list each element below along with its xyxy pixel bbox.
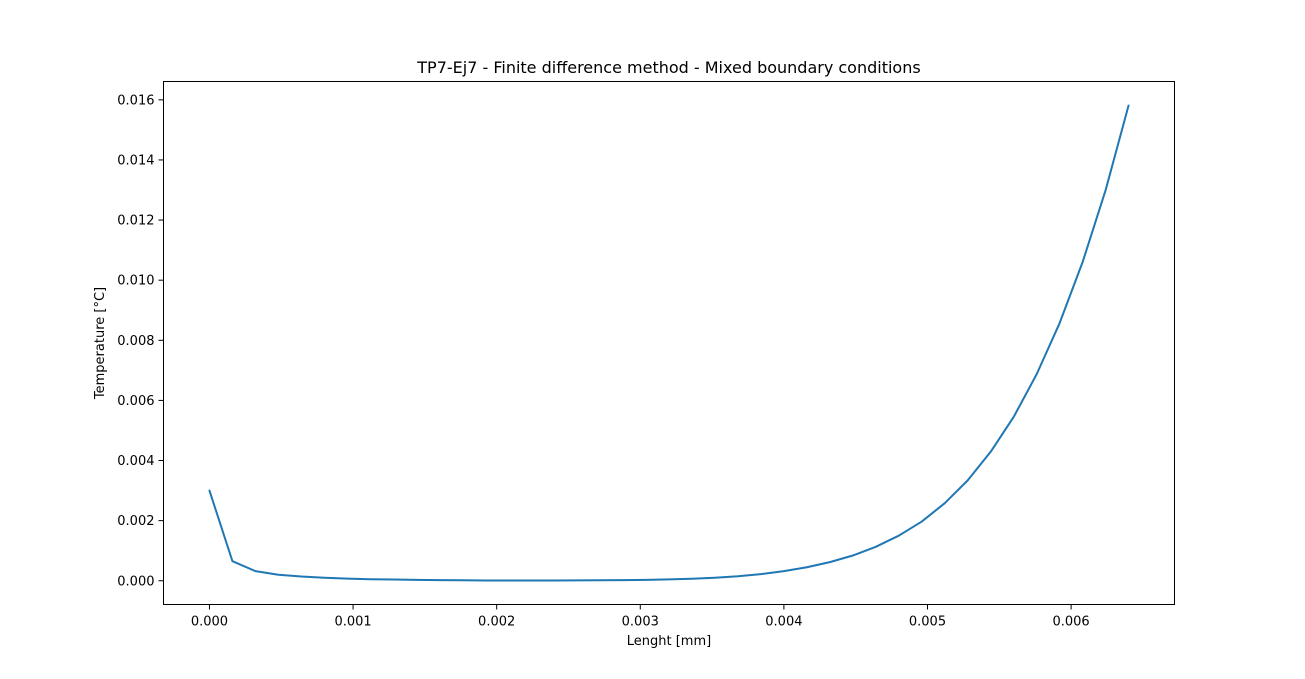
y-tick-label: 0.016 xyxy=(117,93,154,108)
series-line xyxy=(208,104,1130,582)
x-tick-label: 0.006 xyxy=(1052,615,1089,630)
x-tick-label: 0.002 xyxy=(478,615,515,630)
x-tick-label: 0.005 xyxy=(909,615,946,630)
plot-frame xyxy=(163,81,1175,605)
y-tick-label: 0.004 xyxy=(117,454,154,469)
y-tick-label: 0.008 xyxy=(117,334,154,349)
chart-title: TP7-Ej7 - Finite difference method - Mix… xyxy=(416,58,920,77)
x-axis-ticks: 0.000 0.001 0.002 0.003 0.004 0.005 0.006 xyxy=(191,604,1090,630)
x-tick-label: 0.000 xyxy=(191,615,228,630)
y-tick-label: 0.010 xyxy=(117,274,154,289)
y-tick-label: 0.006 xyxy=(117,394,154,409)
x-tick-label: 0.001 xyxy=(334,615,371,630)
y-axis-label: Temperature [°C] xyxy=(93,287,108,400)
x-tick-label: 0.003 xyxy=(622,615,659,630)
y-tick-label: 0.000 xyxy=(117,574,154,589)
y-tick-label: 0.012 xyxy=(117,214,154,229)
x-tick-label: 0.004 xyxy=(765,615,802,630)
y-tick-label: 0.002 xyxy=(117,514,154,529)
y-tick-label: 0.014 xyxy=(117,153,154,168)
y-axis-ticks: 0.000 0.002 0.004 0.006 0.008 0.010 0.012 0.014… xyxy=(117,93,164,589)
series-layer xyxy=(208,104,1130,582)
x-axis-label: Lenght [mm] xyxy=(627,634,711,649)
